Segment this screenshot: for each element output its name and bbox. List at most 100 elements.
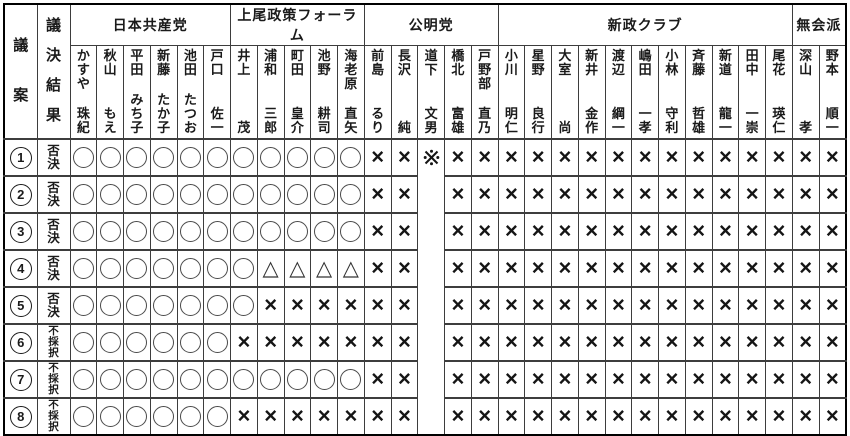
- vote-cell: ×: [363, 212, 392, 251]
- bill-number-cell: 5: [3, 286, 38, 325]
- vote-cross-icon: ×: [585, 292, 599, 317]
- party-header: 無会派: [791, 3, 847, 46]
- vote-cell: [283, 138, 312, 177]
- vote-cross-icon: ×: [799, 292, 813, 317]
- member-name: 大室尚: [552, 46, 577, 138]
- merged-abstain-cell: [417, 138, 445, 436]
- result-cell: 否決: [36, 249, 71, 288]
- bill-number-cell: 3: [3, 212, 38, 251]
- vote-cell: [176, 323, 205, 362]
- vote-cross-icon: ×: [638, 292, 652, 317]
- vote-cell: ×: [444, 360, 472, 399]
- vote-cross-icon: ×: [772, 218, 786, 243]
- vote-cross-icon: ×: [478, 218, 492, 243]
- vote-cell: [337, 175, 365, 214]
- vote-cell: [69, 249, 98, 288]
- vote-cell: [96, 360, 124, 399]
- vote-cell: ×: [631, 249, 659, 288]
- member-given-name: 順一: [825, 105, 839, 135]
- vote-cell: [310, 360, 338, 399]
- member-header: 池田たつお: [176, 45, 205, 140]
- bill-row: 3 否決 × × × × × × × × × × × × × × × × ×: [3, 212, 847, 251]
- member-header: 池野耕司: [310, 45, 338, 140]
- vote-cell: [203, 138, 231, 177]
- member-header: 平田みち子: [123, 45, 151, 140]
- vote-cross-icon: ×: [371, 181, 385, 206]
- vote-cell: ×: [577, 249, 606, 288]
- vote-circle-icon: [179, 147, 201, 168]
- vote-cross-icon: ×: [397, 403, 411, 428]
- vote-cell: ×: [604, 138, 633, 177]
- table-header: 議案議決結果日本共産党 上尾政策フォーラム 公明党 新政クラブ 無会派かすや珠紀秋山もえ…: [3, 3, 847, 140]
- member-family-name: 海老原: [344, 48, 358, 92]
- vote-cross-icon: ×: [531, 255, 545, 280]
- vote-cross-icon: ×: [745, 181, 759, 206]
- vote-cell: [310, 212, 338, 251]
- vote-cell: ×: [551, 249, 579, 288]
- vote-cross-icon: ×: [371, 292, 385, 317]
- vote-cell: [256, 138, 285, 177]
- vote-cell: ×: [604, 286, 633, 325]
- vote-circle-icon: [206, 184, 228, 205]
- member-family-name: 浦和: [264, 48, 278, 78]
- vote-cell: ×: [711, 212, 740, 251]
- vote-cell: [256, 175, 285, 214]
- vote-cell: ×: [230, 323, 258, 362]
- member-name: 平田みち子: [124, 46, 149, 138]
- vote-cell: ×: [524, 360, 552, 399]
- member-header: 嶋田一孝: [631, 45, 659, 140]
- vote-circle-icon: [72, 258, 94, 279]
- vote-cell: ×: [444, 212, 472, 251]
- vote-cell: [176, 360, 205, 399]
- vote-cross-icon: ×: [692, 403, 706, 428]
- vote-cross-icon: ×: [451, 366, 465, 391]
- member-given-name: 皇介: [290, 105, 304, 135]
- vote-cell: [310, 138, 338, 177]
- member-family-name: 新藤: [157, 48, 171, 78]
- vote-cell: ×: [684, 175, 713, 214]
- vote-cell: ×: [470, 360, 499, 399]
- vote-circle-icon: [153, 221, 175, 242]
- vote-cell: [123, 286, 151, 325]
- member-header: 海老原直矢: [337, 45, 365, 140]
- vote-cell: ×: [283, 323, 312, 362]
- member-family-name: 小林: [665, 48, 679, 78]
- vote-cross-icon: ×: [397, 181, 411, 206]
- vote-circle-icon: [126, 406, 148, 427]
- vote-circle-icon: [72, 369, 94, 390]
- member-given-name: 綱一: [611, 105, 625, 135]
- result-cell: 否決: [36, 138, 71, 177]
- party-header: 公明党: [363, 3, 499, 46]
- vote-circle-icon: [313, 221, 335, 242]
- vote-cell: ×: [524, 397, 552, 436]
- member-header: 町田皇介: [283, 45, 312, 140]
- vote-cell: ×: [765, 360, 793, 399]
- vote-cell: [230, 138, 258, 177]
- vote-cell: ×: [390, 286, 419, 325]
- vote-cell: ×: [738, 138, 766, 177]
- member-header: 大室尚: [551, 45, 579, 140]
- vote-cross-icon: ×: [397, 255, 411, 280]
- vote-cell: [203, 323, 231, 362]
- member-name: 新道龍一: [713, 46, 738, 138]
- vote-cell: [123, 175, 151, 214]
- vote-circle-icon: [233, 147, 255, 168]
- vote-cross-icon: ×: [638, 366, 652, 391]
- vote-cell: ×: [363, 360, 392, 399]
- vote-cell: ×: [256, 397, 285, 436]
- vote-cell: ×: [283, 286, 312, 325]
- member-given-name: 尚: [558, 119, 572, 135]
- vote-cross-icon: ×: [692, 218, 706, 243]
- vote-cell: ×: [390, 212, 419, 251]
- vote-circle-icon: [340, 369, 362, 390]
- bill-number-badge: 6: [9, 331, 32, 354]
- member-name: 野本順一: [820, 46, 845, 138]
- vote-cell: ×: [738, 286, 766, 325]
- vote-cross-icon: ×: [745, 292, 759, 317]
- vote-cell: ×: [765, 212, 793, 251]
- member-name: 戸野部直乃: [472, 46, 497, 138]
- vote-cell: ×: [791, 286, 820, 325]
- vote-record-table: 議案議決結果日本共産党 上尾政策フォーラム 公明党 新政クラブ 無会派かすや珠紀秋山もえ…: [3, 3, 847, 436]
- vote-cell: [149, 212, 178, 251]
- bill-row: 1 否決 × × × × × × × × × × × × × × × × ×: [3, 138, 847, 436]
